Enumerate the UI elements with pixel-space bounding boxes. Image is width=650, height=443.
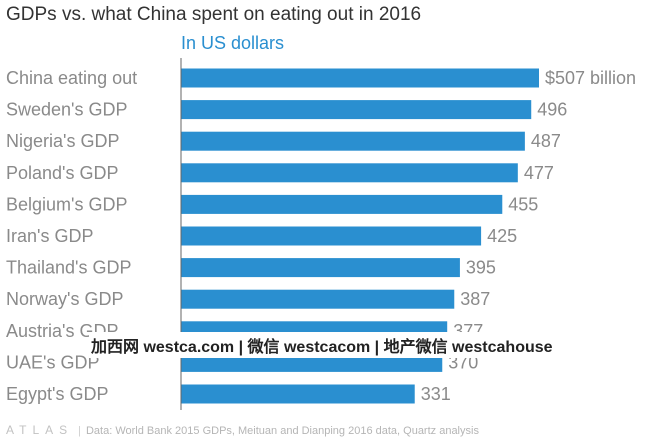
category-label: Sweden's GDP <box>6 100 128 120</box>
bar <box>181 163 518 183</box>
value-label: 455 <box>508 194 538 214</box>
category-label: Belgium's GDP <box>6 194 127 214</box>
category-label: UAE's GDP <box>6 352 99 372</box>
chart-footer: ATLAS | Data: World Bank 2015 GDPs, Meitua… <box>6 423 479 437</box>
source-note: Data: World Bank 2015 GDPs, Meituan and … <box>85 425 479 437</box>
value-label: 425 <box>487 226 517 246</box>
bar <box>181 258 460 278</box>
category-label: Iran's GDP <box>6 226 93 246</box>
bar <box>181 100 532 120</box>
category-label: China eating out <box>6 68 137 88</box>
value-label: 487 <box>531 131 561 151</box>
value-label: $507 billion <box>545 68 636 88</box>
value-label: 477 <box>524 163 554 183</box>
value-label: 496 <box>537 100 567 120</box>
bar <box>181 131 525 151</box>
bar <box>181 226 482 246</box>
category-label: Thailand's GDP <box>6 258 132 278</box>
category-label: Egypt's GDP <box>6 384 108 404</box>
value-label: 395 <box>466 258 496 278</box>
chart-subtitle: In US dollars <box>181 33 285 53</box>
watermark-text: 加西网 westca.com | 微信 westcacom | 地产微信 wes… <box>89 332 555 358</box>
value-label: 331 <box>421 384 451 404</box>
bar <box>181 68 539 88</box>
category-label: Poland's GDP <box>6 163 119 183</box>
bar <box>181 194 503 214</box>
atlas-logo: ATLAS <box>6 423 74 437</box>
category-label: Nigeria's GDP <box>6 131 119 151</box>
footer-separator: | <box>78 425 81 437</box>
category-label: Norway's GDP <box>6 289 123 309</box>
value-label: 387 <box>460 289 490 309</box>
bar <box>181 384 415 404</box>
chart-title: GDPs vs. what China spent on eating out … <box>6 4 422 25</box>
bar <box>181 289 455 309</box>
